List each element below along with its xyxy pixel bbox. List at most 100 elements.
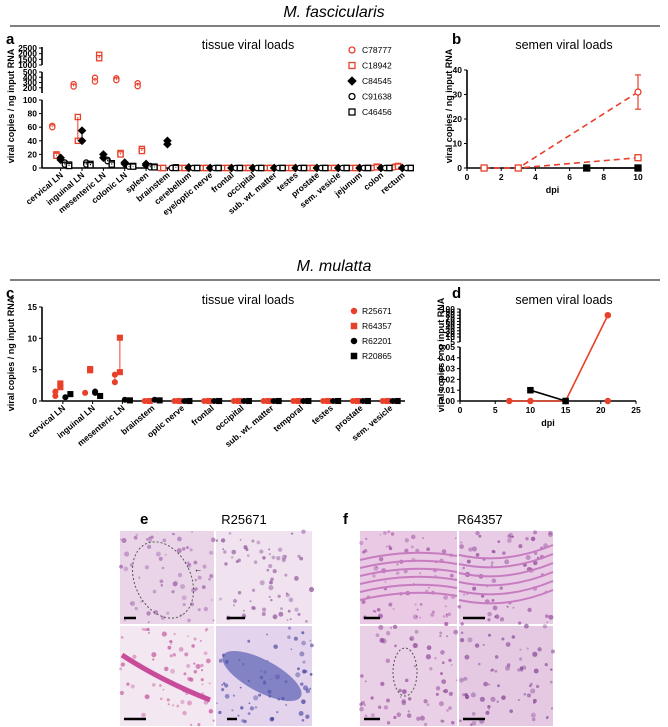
histology-e-tile-2-nucleus (243, 609, 245, 612)
histology-e-tile-2-nucleus (241, 613, 246, 618)
histology-f-tile-2-nucleus (508, 532, 513, 537)
histology-f-tile-2-nucleus (487, 611, 492, 617)
histology-f-tile-4-nucleus (526, 647, 529, 650)
histology-e-tile-4-nucleus (231, 709, 234, 712)
a-ytick-label: 500 (23, 67, 37, 77)
histology-f-tile-3-nucleus (442, 690, 446, 693)
histology-f-tile-3-nucleus (416, 716, 421, 721)
histology-e-tile-4-nucleus (218, 658, 223, 663)
histology-f-tile-4-nucleus (505, 642, 511, 647)
histology-e-tile-3-nucleus (164, 666, 169, 672)
histology-f-tile-1-nucleus (392, 607, 395, 610)
a-legend-marker (348, 46, 356, 54)
histology-f-tile-1-nucleus (387, 530, 391, 534)
histology-e-tile-2-nucleus (256, 540, 261, 545)
d-ytick-label: 0.01 (438, 385, 455, 395)
c-legend-marker (350, 337, 358, 345)
histology-f-tile-3-nucleus (413, 665, 417, 668)
histology-f-tile-2-nucleus (497, 540, 501, 544)
histology-e-tile-4-nucleus (287, 635, 291, 639)
c-point-R20865 (245, 397, 252, 405)
histology-e-tile-2-nucleus (297, 612, 301, 616)
histology-f-tile-3-nucleus (364, 704, 367, 707)
histology-f-tile-2-nucleus (475, 553, 480, 557)
histology-f-tile-4-nucleus (474, 643, 480, 648)
a-point-C46456 (386, 164, 393, 172)
d-ytick-label: 0.02 (438, 374, 455, 384)
histology-e-tile-1-nucleus (191, 530, 193, 533)
histology-e-tile-3-nucleus (186, 635, 189, 638)
histology-f-tile-2-nucleus (548, 614, 554, 620)
c-category-label: testes (310, 403, 335, 427)
d-point-black (562, 397, 569, 405)
histology-f-tile-3-nucleus (455, 679, 458, 682)
histology-f-tile-3-nucleus (401, 689, 407, 695)
a-category-label: rectum (378, 170, 406, 196)
histology-f-tile-1-nucleus (419, 603, 423, 606)
d-ytick-label: 50 (446, 320, 456, 330)
histology-e-tile-4-nucleus (302, 660, 306, 664)
c-ylabel: viral copies / ng input RNA (6, 296, 16, 411)
histology-e-tile-3-nucleus (119, 667, 122, 671)
histology-e-tile-2-nucleus (276, 556, 281, 561)
a-ylabel: viral copies / ng input RNA (6, 48, 16, 163)
histology-f-tile-3-nucleus (441, 661, 445, 665)
histology-f-tile-1-nucleus (375, 566, 378, 569)
histology-e-tile-2-nucleus (272, 614, 278, 620)
c-point-R64357 (235, 397, 242, 405)
histology-e-tile-3-nucleus (200, 678, 204, 682)
histology-e-tile-1-nucleus (166, 611, 170, 615)
histology-f-tile-4-nucleus (460, 631, 464, 635)
histology-f-tile-3-nucleus (448, 706, 452, 710)
histology-e-tile-1-nucleus (130, 601, 136, 607)
histology-f-tile-1-nucleus (428, 586, 430, 589)
histology-f-tile-2-nucleus (530, 536, 536, 542)
histology-f-tile-4-nucleus (470, 723, 473, 726)
d-xtick-label: 10 (526, 405, 536, 415)
histology-f-tile-2-nucleus (512, 606, 515, 609)
histology-e-tile-4-nucleus (247, 712, 251, 715)
histology-f-tile-1-nucleus (426, 547, 430, 552)
histology-e-tile-1-nucleus (177, 572, 183, 578)
c-legend-marker (350, 352, 358, 360)
histology-f-tile-2-nucleus (507, 534, 511, 538)
histology-e-tile-1-nucleus (194, 578, 198, 582)
histology-f-tile-4-nucleus (511, 635, 516, 639)
histology-e-tile-3-nucleus (130, 684, 135, 689)
a-ytick-label: 20 (28, 149, 38, 159)
histology-f-tile-3-nucleus (381, 638, 387, 644)
c-ytick-label: 5 (32, 365, 37, 375)
histology-e-tile-3 (119, 626, 215, 727)
b-line-C18942 (484, 156, 639, 169)
histology-e-tile-4-nucleus (243, 719, 247, 724)
histology-e-tile-4-nucleus (305, 714, 310, 719)
d-ytick-label: 90 (446, 307, 456, 317)
histology-e-tile-4-nucleus (254, 706, 258, 709)
a-ytick-label: 400 (23, 72, 37, 82)
histology-f-tile-2-nucleus (527, 607, 532, 613)
histology-e-tile-3-nucleus (161, 631, 167, 637)
histology-e-tile-4-nucleus (249, 706, 255, 711)
histology-e-tile-2-nucleus (284, 554, 287, 558)
c-point-R20865 (335, 397, 342, 405)
histology-f-tile-1-nucleus (445, 613, 448, 616)
histology-f-tile-1-nucleus (376, 607, 381, 612)
histology-e-tile-1 (119, 530, 216, 624)
histology-e-tile-2-nucleus (270, 577, 274, 582)
histology-f-tile-4-nucleus (519, 657, 523, 661)
a-point-C46456 (322, 164, 329, 172)
histology-e-tile-2-nucleus (246, 554, 250, 557)
c-point-R64357 (265, 397, 272, 405)
histology-e-tile-3-nucleus (203, 651, 208, 656)
histology-e-tile-4-nucleus (290, 648, 293, 650)
a-point-C46456 (407, 164, 414, 172)
histology-e-tile-2-nucleus (268, 585, 274, 591)
histology-e-tile-4-nucleus (300, 682, 304, 686)
histology-e-tile-1-nucleus (210, 599, 213, 601)
histology-f-tile-2-nucleus (460, 622, 464, 626)
b-title: semen viral loads (515, 38, 612, 52)
histology-f-tile-3-nucleus (451, 720, 455, 725)
c-ytick-label: 0 (32, 396, 37, 406)
histology-e-tile-1-nucleus (160, 584, 164, 587)
histology-e-tile-3-nucleus (191, 644, 195, 648)
